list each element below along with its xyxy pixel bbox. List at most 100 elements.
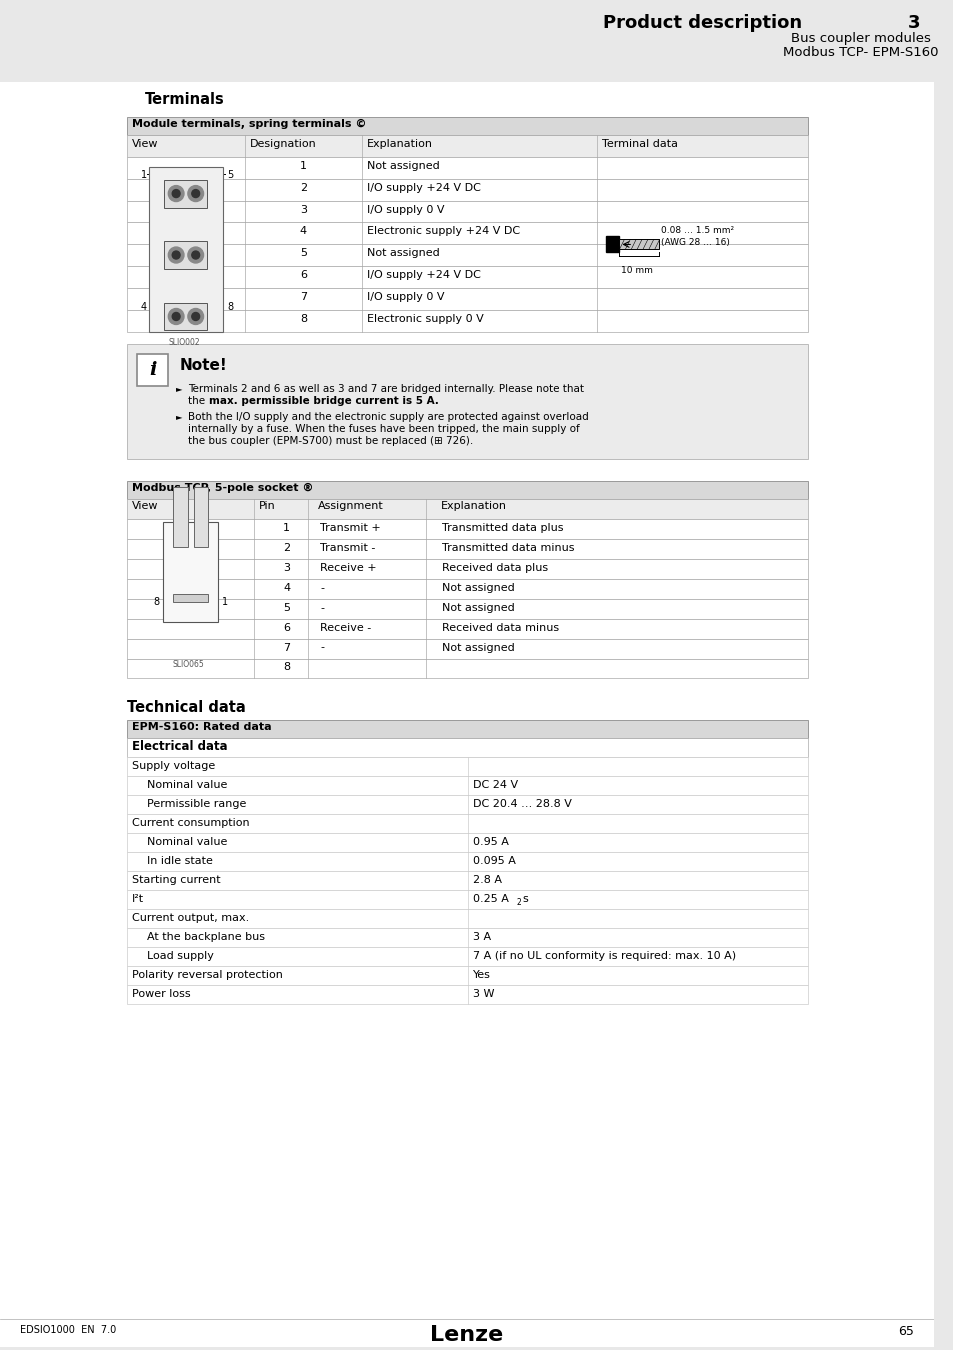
Text: View: View bbox=[132, 139, 158, 148]
Text: 0.95 A: 0.95 A bbox=[472, 837, 508, 846]
Bar bbox=[127, 579, 807, 598]
Text: 1: 1 bbox=[222, 597, 228, 606]
Text: 3: 3 bbox=[299, 205, 307, 215]
Text: EPM-S160: Rated data: EPM-S160: Rated data bbox=[132, 722, 272, 732]
Text: 8: 8 bbox=[283, 663, 290, 672]
Text: Not assigned: Not assigned bbox=[442, 583, 515, 593]
Text: 4: 4 bbox=[283, 583, 290, 593]
Text: the bus coupler (EPM-S700) must be replaced (⊞ 726).: the bus coupler (EPM-S700) must be repla… bbox=[188, 436, 473, 446]
Bar bbox=[127, 757, 807, 776]
Text: 2.8 A: 2.8 A bbox=[472, 875, 501, 886]
Circle shape bbox=[172, 251, 180, 259]
Text: 5: 5 bbox=[227, 170, 233, 180]
Bar bbox=[618, 239, 658, 250]
Bar bbox=[127, 178, 807, 201]
Text: (AWG 28 … 16): (AWG 28 … 16) bbox=[659, 239, 729, 247]
Bar bbox=[127, 833, 807, 852]
Bar bbox=[127, 618, 807, 639]
Circle shape bbox=[168, 247, 184, 263]
Text: Not assigned: Not assigned bbox=[367, 248, 439, 258]
Text: I/O supply +24 V DC: I/O supply +24 V DC bbox=[367, 270, 480, 281]
Bar bbox=[127, 890, 807, 909]
Text: Nominal value: Nominal value bbox=[147, 837, 227, 846]
Text: 1: 1 bbox=[283, 522, 290, 533]
Circle shape bbox=[168, 309, 184, 324]
Bar bbox=[127, 116, 807, 135]
Bar bbox=[127, 738, 807, 757]
Text: Permissible range: Permissible range bbox=[147, 799, 246, 809]
Bar bbox=[127, 852, 807, 871]
Text: I²t: I²t bbox=[132, 894, 144, 904]
Text: Explanation: Explanation bbox=[440, 501, 506, 510]
Text: Receive +: Receive + bbox=[319, 563, 376, 572]
Bar bbox=[173, 594, 208, 602]
Bar bbox=[127, 927, 807, 946]
Text: Bus coupler modules: Bus coupler modules bbox=[790, 32, 930, 45]
Bar bbox=[127, 201, 807, 223]
Text: 3 W: 3 W bbox=[472, 988, 494, 999]
Circle shape bbox=[188, 247, 203, 263]
Text: Terminal data: Terminal data bbox=[601, 139, 678, 148]
Text: Terminals 2 and 6 as well as 3 and 7 are bridged internally. Please note that: Terminals 2 and 6 as well as 3 and 7 are… bbox=[188, 385, 583, 394]
Text: DC 24 V: DC 24 V bbox=[472, 780, 517, 790]
Bar bbox=[127, 871, 807, 890]
Bar bbox=[127, 965, 807, 984]
Bar bbox=[127, 223, 807, 244]
Text: Technical data: Technical data bbox=[127, 701, 246, 716]
Bar bbox=[127, 984, 807, 1003]
Text: 7: 7 bbox=[283, 643, 290, 652]
Text: In idle state: In idle state bbox=[147, 856, 213, 867]
Text: Modbus TCP, 5-pole socket ®: Modbus TCP, 5-pole socket ® bbox=[132, 483, 314, 493]
Text: 2: 2 bbox=[517, 898, 521, 907]
Text: 0.25 A: 0.25 A bbox=[472, 894, 508, 904]
Bar bbox=[127, 500, 807, 518]
Circle shape bbox=[192, 312, 199, 320]
Bar bbox=[127, 559, 807, 579]
Text: Electronic supply +24 V DC: Electronic supply +24 V DC bbox=[367, 227, 519, 236]
Bar bbox=[127, 721, 807, 738]
Circle shape bbox=[192, 251, 199, 259]
Text: EDSIO1000  EN  7.0: EDSIO1000 EN 7.0 bbox=[20, 1324, 115, 1335]
Circle shape bbox=[188, 185, 203, 201]
Bar bbox=[127, 244, 807, 266]
Text: Current consumption: Current consumption bbox=[132, 818, 250, 828]
Text: Supply voltage: Supply voltage bbox=[132, 761, 215, 771]
Circle shape bbox=[188, 309, 203, 324]
Text: Transmitted data plus: Transmitted data plus bbox=[442, 522, 563, 533]
Text: -: - bbox=[319, 583, 324, 593]
Text: Pin: Pin bbox=[259, 501, 275, 510]
Bar bbox=[164, 180, 207, 208]
Text: Transmitted data minus: Transmitted data minus bbox=[442, 543, 575, 552]
Text: Note!: Note! bbox=[180, 358, 228, 373]
Text: 1: 1 bbox=[299, 161, 307, 170]
Text: Received data plus: Received data plus bbox=[442, 563, 548, 572]
Text: Load supply: Load supply bbox=[147, 950, 213, 961]
Bar bbox=[163, 522, 218, 621]
Text: -: - bbox=[319, 602, 324, 613]
Text: internally by a fuse. When the fuses have been tripped, the main supply of: internally by a fuse. When the fuses hav… bbox=[188, 424, 579, 435]
Text: Not assigned: Not assigned bbox=[442, 643, 515, 652]
Text: 5: 5 bbox=[283, 602, 290, 613]
Text: Assignment: Assignment bbox=[317, 501, 383, 510]
Text: Current output, max.: Current output, max. bbox=[132, 913, 249, 923]
Bar bbox=[127, 909, 807, 927]
Bar bbox=[137, 354, 168, 386]
Text: Electrical data: Electrical data bbox=[132, 740, 228, 753]
Bar bbox=[127, 598, 807, 618]
Bar bbox=[127, 659, 807, 679]
Text: 8: 8 bbox=[153, 597, 159, 606]
Text: the: the bbox=[188, 396, 208, 406]
Bar bbox=[127, 776, 807, 795]
Text: 8: 8 bbox=[299, 315, 307, 324]
Text: Lenze: Lenze bbox=[430, 1324, 503, 1345]
Circle shape bbox=[192, 189, 199, 197]
Text: 5: 5 bbox=[299, 248, 307, 258]
Text: 2: 2 bbox=[283, 543, 290, 552]
Text: -: - bbox=[319, 643, 324, 652]
Text: 2: 2 bbox=[299, 182, 307, 193]
Text: Transmit -: Transmit - bbox=[319, 543, 375, 552]
Bar bbox=[605, 236, 618, 252]
Text: 7: 7 bbox=[299, 293, 307, 302]
Text: SLIO002: SLIO002 bbox=[168, 339, 199, 347]
Bar bbox=[127, 344, 807, 459]
